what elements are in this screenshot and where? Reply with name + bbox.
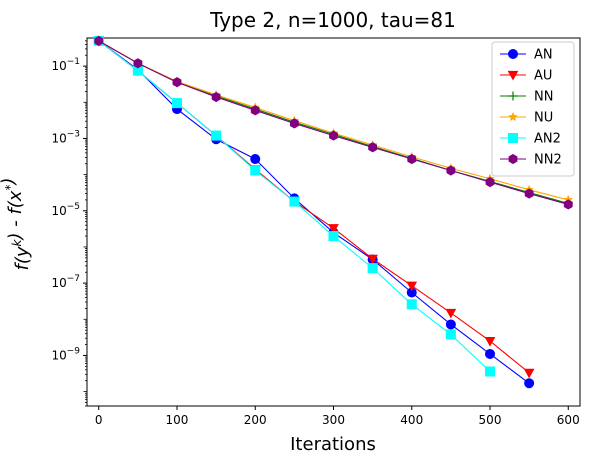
y-tick-label: 10−7 [51, 274, 80, 290]
data-point [485, 366, 496, 377]
data-point [406, 299, 417, 310]
x-tick-label: 0 [95, 413, 103, 427]
data-point [484, 336, 496, 347]
x-tick-label: 600 [557, 413, 580, 427]
y-tick-label: 10−1 [51, 57, 80, 73]
legend-item-nu: NU [500, 111, 553, 126]
legend-label: NU [534, 111, 553, 126]
data-point [507, 70, 519, 81]
data-point [367, 263, 378, 274]
legend-item-au: AU [500, 69, 552, 84]
data-point [250, 154, 261, 165]
data-point [289, 196, 300, 207]
data-point [524, 188, 534, 199]
data-point [328, 224, 339, 234]
series-nn2 [94, 35, 573, 210]
chart-title: Type 2, n=1000, tau=81 [209, 8, 456, 32]
data-point [407, 153, 417, 165]
legend-label: NN [534, 90, 553, 105]
data-point [133, 58, 143, 69]
data-point [485, 348, 496, 359]
data-point [171, 98, 182, 109]
y-tick-label: 10−9 [51, 346, 80, 362]
data-point [445, 308, 457, 319]
data-point [445, 319, 456, 330]
data-point [508, 111, 518, 122]
data-point [508, 49, 518, 59]
y-axis-label-text: f(yk) - f(x*) [0, 178, 33, 271]
legend-label: NN2 [534, 153, 562, 168]
legend-label: AU [534, 69, 552, 84]
data-point [523, 368, 535, 379]
data-point [445, 329, 456, 340]
data-point [508, 153, 518, 165]
x-tick-label: 300 [322, 413, 345, 427]
x-tick-label: 500 [479, 413, 502, 427]
x-tick-label: 100 [166, 413, 189, 427]
y-tick-label: 10−5 [51, 202, 80, 218]
data-point [94, 35, 104, 46]
data-point [211, 130, 222, 141]
legend-item-an2: AN2 [500, 132, 561, 147]
x-tick-label: 400 [400, 413, 423, 427]
data-point [563, 199, 573, 210]
data-point [367, 254, 378, 265]
y-tick-label: 10−3 [51, 129, 80, 145]
data-point [250, 105, 260, 116]
data-point [172, 77, 182, 88]
data-point [211, 91, 221, 103]
data-point [508, 91, 518, 101]
legend-item-nn: NN [500, 90, 553, 105]
x-tick-label: 200 [244, 413, 267, 427]
legend-item-nn2: NN2 [500, 153, 562, 168]
data-point [406, 281, 418, 292]
legend-label: AN [534, 48, 553, 63]
x-axis-label: Iterations [290, 434, 376, 455]
data-point [328, 231, 339, 242]
legend-label: AN2 [534, 132, 561, 147]
data-point [250, 165, 261, 176]
data-point [329, 130, 338, 141]
plot-area: 0 100 200 300 400 500 600 10−9 10−7 10−5 10−3 10−1 A… [51, 35, 581, 427]
data-point [485, 177, 495, 188]
y-axis-label: f(yk) - f(x*) [0, 178, 33, 271]
data-point [508, 133, 518, 143]
data-point [289, 118, 299, 129]
data-point [524, 378, 535, 389]
data-point [368, 142, 378, 153]
legend: AN AU NN NU AN2 NN2 [491, 41, 575, 177]
data-point [446, 165, 456, 176]
legend-item-an: AN [500, 48, 553, 63]
